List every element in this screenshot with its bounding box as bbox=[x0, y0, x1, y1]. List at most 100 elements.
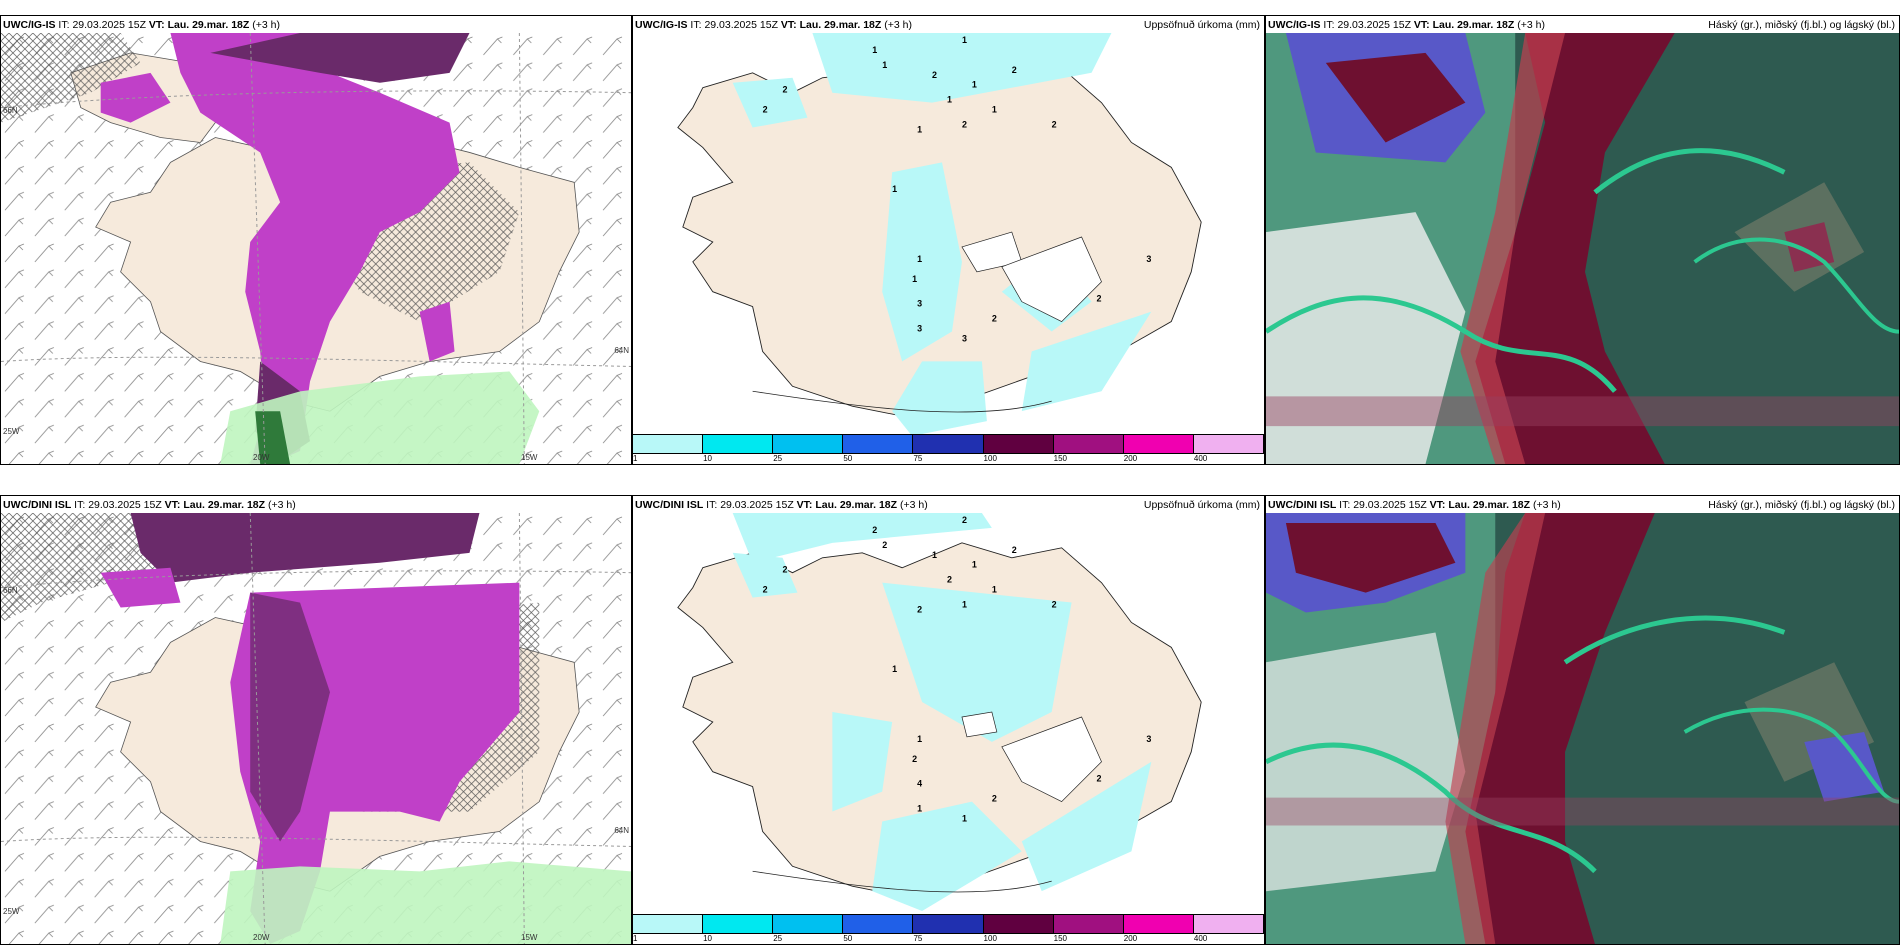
colorbar-swatch bbox=[633, 435, 704, 453]
colorbar-swatch bbox=[1053, 915, 1124, 933]
lon-label: 25W bbox=[3, 427, 20, 436]
precip-value-label: 1 bbox=[972, 560, 977, 570]
wind-precip-map[interactable] bbox=[1, 513, 631, 944]
colorbar-tick-label: 400 bbox=[1193, 454, 1208, 463]
precip-value-label: 1 bbox=[882, 60, 887, 70]
colorbar-ticks: 1 10 25 50 75 100 150 200 400 bbox=[633, 454, 1264, 464]
colorbar-ticks: 1 10 25 50 75 100 150 200 400 bbox=[633, 934, 1264, 944]
lat-label: 66N bbox=[3, 106, 18, 115]
precip-value-label: 2 bbox=[1097, 294, 1102, 304]
panel-cloud-bottom: UWC/DINI ISL IT: 29.03.2025 15Z VT: Lau.… bbox=[1265, 495, 1900, 945]
colorbar-tick-label: 10 bbox=[703, 934, 713, 943]
precip-value-label: 1 bbox=[962, 600, 967, 610]
colorbar-tick-label: 50 bbox=[843, 454, 853, 463]
colorbar-tick-label: 150 bbox=[1053, 934, 1068, 943]
wind-precip-map[interactable] bbox=[1, 33, 631, 464]
colorbar-tick-label: 25 bbox=[773, 934, 783, 943]
precip-value-label: 1 bbox=[972, 80, 977, 90]
panel-header: UWC/IG-IS IT: 29.03.2025 15Z VT: Lau. 29… bbox=[1268, 19, 1545, 31]
lon-label: 25W bbox=[3, 907, 20, 916]
colorbar-swatch bbox=[1193, 915, 1264, 933]
precip-value-label: 2 bbox=[783, 85, 788, 95]
panel-header: UWC/IG-IS IT: 29.03.2025 15Z VT: Lau. 29… bbox=[3, 19, 280, 31]
precip-value-label: 1 bbox=[962, 813, 967, 823]
panel-precip-top: UWC/IG-IS IT: 29.03.2025 15Z VT: Lau. 29… bbox=[632, 15, 1265, 465]
precip-value-label: 3 bbox=[1146, 254, 1151, 264]
precip-value-label: 2 bbox=[872, 525, 877, 535]
lon-label: 20W bbox=[253, 453, 270, 462]
precip-value-label: 1 bbox=[917, 125, 922, 135]
precip-value-label: 2 bbox=[1052, 120, 1057, 130]
colorbar-swatch bbox=[983, 915, 1054, 933]
precip-value-label: 1 bbox=[917, 734, 922, 744]
colorbar-tick-label: 50 bbox=[843, 934, 853, 943]
colorbar-swatch bbox=[773, 915, 844, 933]
panel-wind-bottom: UWC/DINI ISL IT: 29.03.2025 15Z VT: Lau.… bbox=[0, 495, 632, 945]
panel-wind-top: UWC/IG-IS IT: 29.03.2025 15Z VT: Lau. 29… bbox=[0, 15, 632, 465]
precip-value-label: 1 bbox=[992, 105, 997, 115]
panel-header: UWC/DINI ISL IT: 29.03.2025 15Z VT: Lau.… bbox=[3, 499, 296, 511]
colorbar bbox=[633, 914, 1264, 934]
colorbar-tick-label: 75 bbox=[913, 934, 923, 943]
precip-value-label: 2 bbox=[763, 585, 768, 595]
lon-label: 15W bbox=[521, 453, 538, 462]
precip-value-label: 2 bbox=[932, 70, 937, 80]
precip-value-label: 2 bbox=[882, 540, 887, 550]
precip-value-label: 4 bbox=[917, 779, 922, 789]
precip-value-label: 1 bbox=[892, 664, 897, 674]
precip-value-label: 2 bbox=[783, 565, 788, 575]
precip-value-label: 1 bbox=[932, 550, 937, 560]
precip-value-label: 2 bbox=[912, 754, 917, 764]
lat-label: 64N bbox=[614, 346, 629, 355]
cloud-title: Háský (gr.), miðský (fj.bl.) og lágský (… bbox=[1708, 499, 1895, 511]
lat-label: 66N bbox=[3, 586, 18, 595]
colorbar-swatch bbox=[913, 915, 984, 933]
colorbar-tick-label: 1 bbox=[633, 454, 638, 463]
panel-precip-bottom: UWC/DINI ISL IT: 29.03.2025 15Z VT: Lau.… bbox=[632, 495, 1265, 945]
colorbar-tick-label: 400 bbox=[1193, 934, 1208, 943]
colorbar-swatch bbox=[703, 435, 774, 453]
precip-value-label: 2 bbox=[962, 120, 967, 130]
colorbar-tick-label: 100 bbox=[983, 934, 997, 943]
cloud-title: Háský (gr.), miðský (fj.bl.) og lágský (… bbox=[1708, 19, 1895, 31]
colorbar-tick-label: 25 bbox=[773, 454, 783, 463]
precip-value-label: 2 bbox=[917, 605, 922, 615]
precip-value-label: 2 bbox=[992, 794, 997, 804]
cloud-map[interactable] bbox=[1266, 513, 1899, 944]
colorbar-tick-label: 200 bbox=[1123, 454, 1138, 463]
precip-value-label: 3 bbox=[1146, 734, 1151, 744]
precip-value-label: 1 bbox=[947, 95, 952, 105]
precip-value-label: 2 bbox=[1012, 65, 1017, 75]
colorbar-swatch bbox=[913, 435, 984, 453]
colorbar-tick-label: 100 bbox=[983, 454, 997, 463]
panel-header: UWC/DINI ISL IT: 29.03.2025 15Z VT: Lau.… bbox=[635, 499, 928, 511]
panel-header: UWC/DINI ISL IT: 29.03.2025 15Z VT: Lau.… bbox=[1268, 499, 1561, 511]
precip-value-label: 1 bbox=[912, 274, 917, 284]
precip-value-label: 2 bbox=[1052, 600, 1057, 610]
colorbar bbox=[633, 434, 1264, 454]
precip-value-label: 1 bbox=[917, 254, 922, 264]
colorbar-swatch bbox=[633, 915, 704, 933]
precip-value-label: 2 bbox=[1012, 545, 1017, 555]
panel-cloud-top: UWC/IG-IS IT: 29.03.2025 15Z VT: Lau. 29… bbox=[1265, 15, 1900, 465]
precip-value-label: 2 bbox=[1097, 774, 1102, 784]
precip-value-label: 2 bbox=[947, 575, 952, 585]
colorbar-swatch bbox=[843, 435, 914, 453]
colorbar-swatch bbox=[983, 435, 1054, 453]
colorbar-tick-label: 1 bbox=[633, 934, 638, 943]
colorbar-swatch bbox=[1193, 435, 1264, 453]
lat-label: 64N bbox=[614, 826, 629, 835]
cloud-map[interactable] bbox=[1266, 33, 1899, 464]
precip-value-label: 2 bbox=[992, 314, 997, 324]
precip-title: Uppsöfnuð úrkoma (mm) bbox=[1143, 19, 1260, 31]
precip-value-label: 2 bbox=[962, 515, 967, 525]
colorbar-tick-label: 150 bbox=[1053, 454, 1068, 463]
precip-value-label: 3 bbox=[917, 299, 922, 309]
precip-value-label: 1 bbox=[992, 585, 997, 595]
precip-value-label: 3 bbox=[917, 324, 922, 334]
lon-label: 15W bbox=[521, 933, 538, 942]
panel-header: UWC/IG-IS IT: 29.03.2025 15Z VT: Lau. 29… bbox=[635, 19, 912, 31]
colorbar-swatch bbox=[1123, 435, 1194, 453]
